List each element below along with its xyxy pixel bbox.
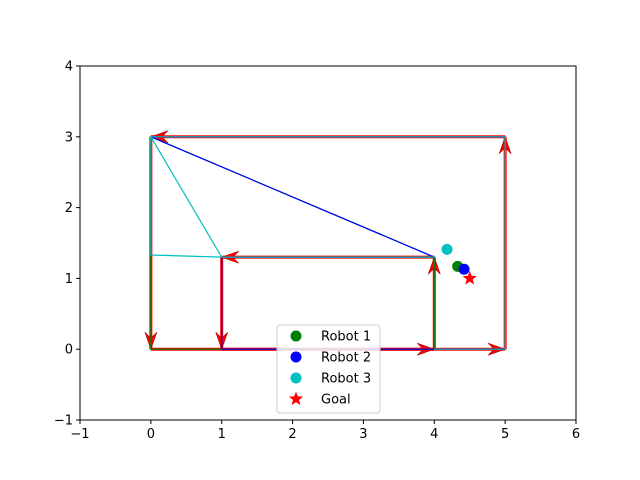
x-tick-label: 6 — [572, 427, 580, 442]
x-tick-label: 1 — [218, 427, 226, 442]
legend-robot-1-swatch — [290, 330, 302, 342]
legend-goal-swatch — [288, 391, 304, 406]
x-tick-label: −1 — [70, 427, 89, 442]
legend-goal-label: Goal — [321, 393, 351, 408]
plot-frame — [79, 65, 577, 421]
y-tick-label: 0 — [65, 343, 73, 358]
goal-marker — [462, 270, 477, 285]
y-tick-label: 4 — [65, 60, 73, 75]
x-tick-label: 3 — [359, 427, 367, 442]
legend-box — [276, 324, 381, 414]
legend-robot-3-swatch — [290, 372, 302, 384]
legend-robot-2-label: Robot 2 — [321, 351, 371, 366]
y-tick-label: 2 — [65, 201, 73, 216]
y-tick-label: −1 — [54, 414, 73, 429]
legend-robot-2-swatch — [290, 351, 302, 363]
legend-robot-1-label: Robot 1 — [321, 330, 371, 345]
x-tick-label: 4 — [430, 427, 438, 442]
y-tick-label: 1 — [65, 272, 73, 287]
legend: Robot 1 Robot 2 Robot 3 Goal — [276, 324, 381, 414]
trail-robot-2 — [150, 136, 506, 350]
legend-robot-3-label: Robot 3 — [321, 372, 371, 387]
y-axis: −1 0 1 2 3 4 — [54, 60, 80, 429]
robot-3-marker — [441, 243, 453, 255]
x-tick-label: 0 — [147, 427, 155, 442]
x-tick-label: 2 — [288, 427, 296, 442]
y-tick-label: 3 — [65, 130, 73, 145]
trail-robot-1 — [150, 136, 435, 350]
robot-2-marker — [458, 263, 470, 275]
plot-marks — [144, 130, 512, 356]
x-axis: −1 0 1 2 3 4 5 6 — [70, 420, 580, 442]
trail-robot-3 — [149, 136, 506, 350]
x-tick-label: 5 — [501, 427, 509, 442]
